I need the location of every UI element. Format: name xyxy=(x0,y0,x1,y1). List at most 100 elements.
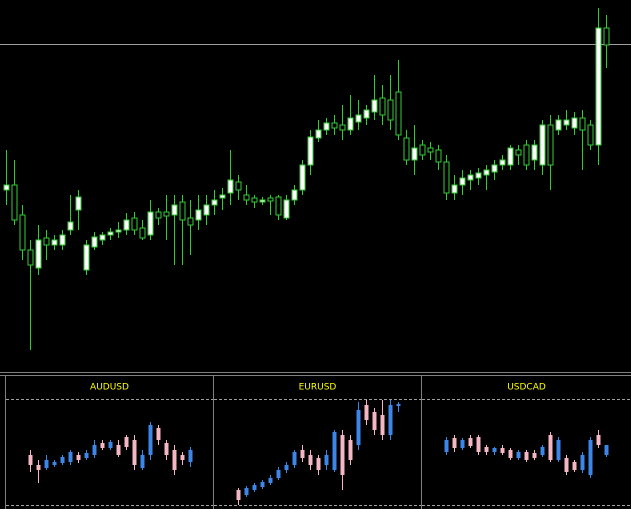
candle-body xyxy=(19,214,26,251)
candle-body xyxy=(308,455,313,465)
candle-body xyxy=(139,227,146,239)
candle-body xyxy=(28,455,33,465)
candle-body xyxy=(51,239,58,246)
candle-body xyxy=(315,129,322,139)
candle-body xyxy=(27,249,34,266)
candle-body xyxy=(75,196,82,211)
chart-title: AUDUSD xyxy=(90,383,129,393)
candle-body xyxy=(99,234,106,241)
candle-body xyxy=(76,455,81,460)
candle-body xyxy=(356,410,361,445)
candle-body xyxy=(155,211,162,219)
candle-body xyxy=(147,211,154,236)
candle-body xyxy=(595,27,602,146)
candle-body xyxy=(132,440,137,465)
candle-body xyxy=(564,458,569,472)
candle-body xyxy=(388,405,393,435)
candle-body xyxy=(291,189,298,201)
candle-body xyxy=(59,234,66,246)
candle-body xyxy=(83,244,90,271)
candle-body xyxy=(219,194,226,199)
candle-body xyxy=(467,174,474,181)
candle-body xyxy=(444,440,449,452)
candle-body xyxy=(307,136,314,166)
candle-body xyxy=(588,440,593,475)
candle-body xyxy=(548,435,553,460)
candle-body xyxy=(251,197,258,203)
candle-body xyxy=(123,219,130,231)
candle-body xyxy=(36,465,41,470)
candle-body xyxy=(515,149,522,156)
candle-body xyxy=(60,457,65,463)
candle-body xyxy=(580,455,585,470)
candle-body xyxy=(179,201,186,221)
candle-body xyxy=(603,27,610,46)
candle-body xyxy=(475,172,482,179)
candle-body xyxy=(491,164,498,173)
candle-body xyxy=(380,415,385,435)
chart-title: EURUSD xyxy=(299,383,337,393)
candle-body xyxy=(188,450,193,462)
candle-body xyxy=(116,445,121,455)
candle-body xyxy=(355,114,362,123)
candle-body xyxy=(379,97,386,116)
candle-body xyxy=(547,124,554,166)
candle-body xyxy=(347,117,354,131)
candle-body xyxy=(556,440,561,460)
candle-body xyxy=(243,194,250,201)
candle-body xyxy=(524,452,529,460)
candle-body xyxy=(539,124,546,166)
candle-body xyxy=(531,144,538,161)
candle-body xyxy=(452,438,457,448)
candle-body xyxy=(115,229,122,233)
candle-body xyxy=(52,462,57,465)
candle-body xyxy=(324,455,329,465)
candle-body xyxy=(35,239,42,269)
candle-body xyxy=(395,91,402,136)
candle-body xyxy=(3,184,10,191)
candle-body xyxy=(11,184,18,221)
candle-body xyxy=(227,179,234,194)
candle-body xyxy=(124,437,129,447)
candle-body xyxy=(435,149,442,163)
candle-body xyxy=(171,204,178,216)
candle-body xyxy=(156,428,161,440)
candle-body xyxy=(164,443,169,455)
candle-body xyxy=(492,448,497,452)
candle-body xyxy=(484,447,489,452)
candle-body xyxy=(427,147,434,153)
candle-body xyxy=(91,236,98,248)
candle-body xyxy=(267,197,274,202)
candle-body xyxy=(387,99,394,121)
candle-body xyxy=(468,438,473,446)
candle-body xyxy=(516,452,521,458)
candle-body xyxy=(443,161,450,194)
candle-body xyxy=(148,425,153,455)
candle-body xyxy=(268,478,273,483)
candle-body xyxy=(260,482,265,487)
candle-body xyxy=(396,404,401,406)
candle-body xyxy=(275,196,282,216)
candle-body xyxy=(363,109,370,119)
candle-body xyxy=(259,199,266,203)
candle-body xyxy=(244,488,249,495)
candle-body xyxy=(419,144,426,156)
candle-body xyxy=(163,211,170,217)
candle-body xyxy=(187,217,194,226)
candle-body xyxy=(284,465,289,470)
candle-body xyxy=(364,405,369,420)
candle-body xyxy=(172,450,177,470)
candle-body xyxy=(316,458,321,470)
candle-body xyxy=(131,217,138,231)
candle-body xyxy=(411,147,418,161)
candle-body xyxy=(292,452,297,465)
candle-body xyxy=(523,144,530,166)
candle-body xyxy=(332,432,337,470)
candle-body xyxy=(339,124,346,131)
candle-body xyxy=(276,470,281,478)
candle-body xyxy=(67,221,74,231)
candle-body xyxy=(92,445,97,455)
candle-body xyxy=(403,137,410,161)
